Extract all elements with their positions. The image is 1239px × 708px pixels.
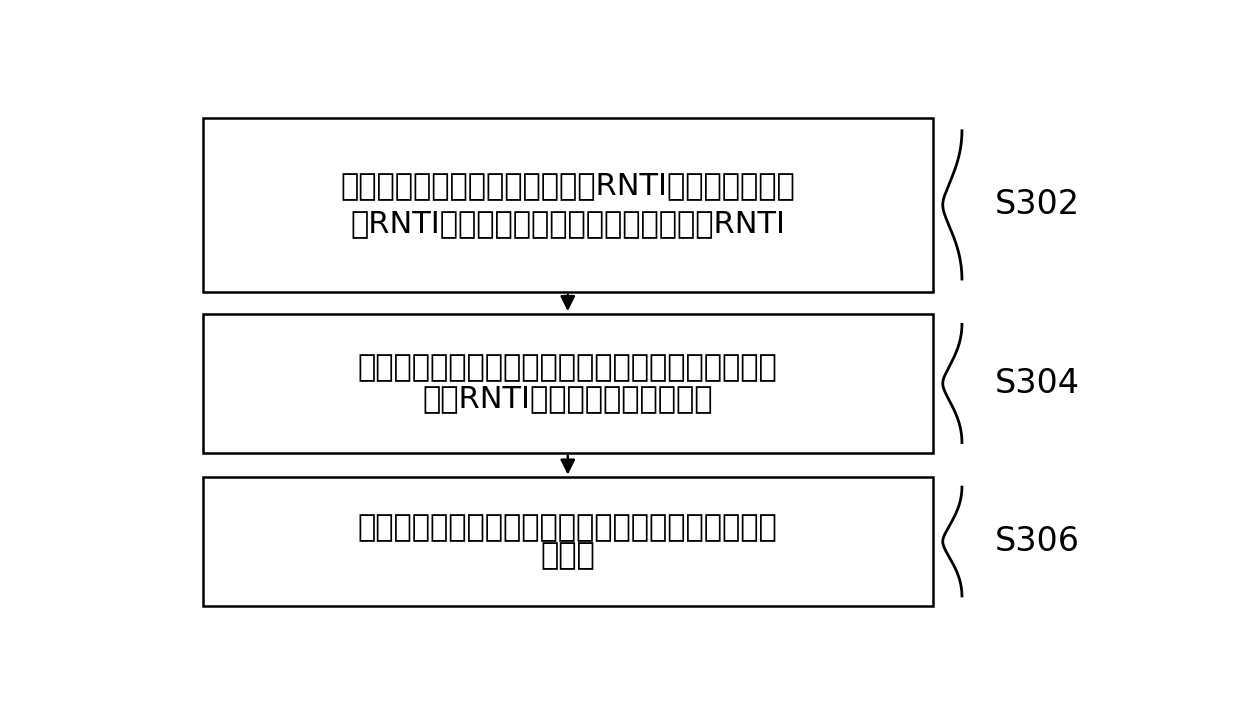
Text: 终端接收网络侧设备配置指定的RNTI，其中，该指定: 终端接收网络侧设备配置指定的RNTI，其中，该指定 — [341, 171, 795, 200]
Text: S302: S302 — [995, 188, 1080, 222]
Text: 的RNTI包括该终端与对端传输数据公用的RNTI: 的RNTI包括该终端与对端传输数据公用的RNTI — [351, 210, 786, 239]
Bar — [203, 314, 933, 453]
Bar — [203, 118, 933, 292]
Text: S306: S306 — [995, 525, 1080, 558]
Text: S304: S304 — [995, 367, 1080, 400]
Text: 终端对解扰后的组合数据进行拆分，得到发送给自身: 终端对解扰后的组合数据进行拆分，得到发送给自身 — [358, 513, 778, 542]
Text: 终端接收上述网络侧设备发送的组合数据，使用该公: 终端接收上述网络侧设备发送的组合数据，使用该公 — [358, 353, 778, 382]
Text: 用的RNTI对该组合数据进行解扰: 用的RNTI对该组合数据进行解扰 — [422, 384, 712, 413]
Bar — [203, 477, 933, 605]
Text: 的数据: 的数据 — [540, 541, 595, 570]
